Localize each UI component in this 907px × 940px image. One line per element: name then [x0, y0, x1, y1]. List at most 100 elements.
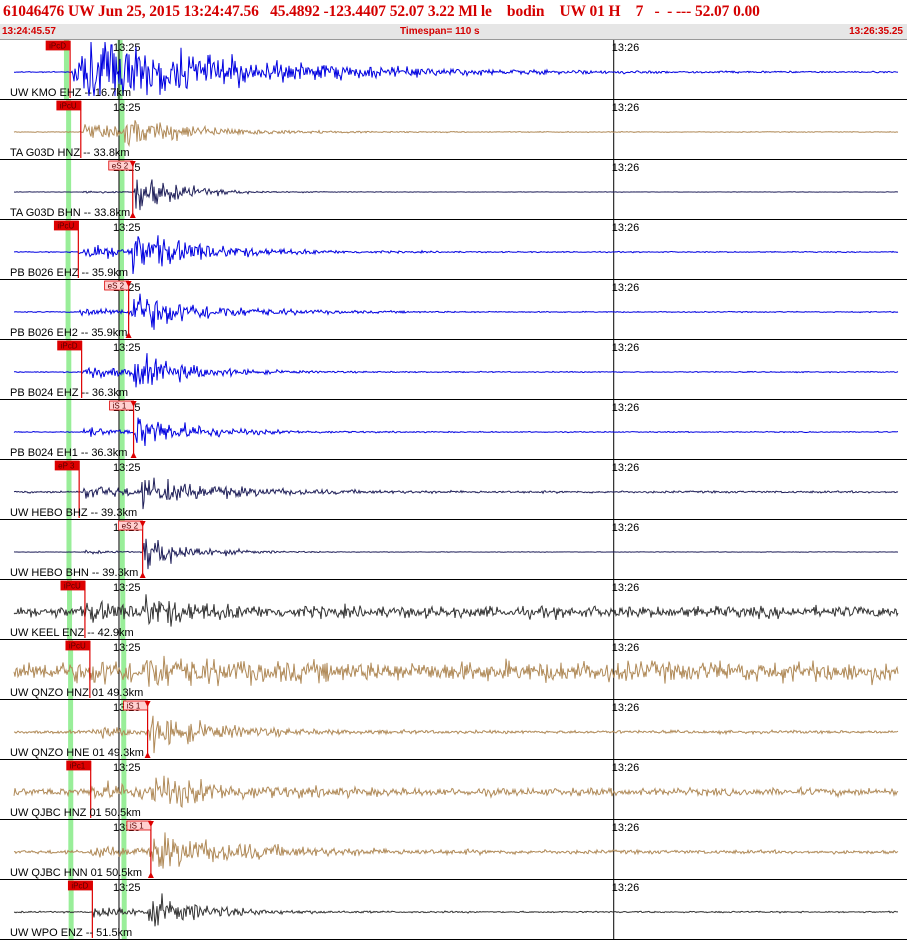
s-marker-stripe [121, 640, 127, 699]
pick-box [56, 100, 82, 111]
pick-box [65, 640, 91, 651]
trace-0: 13:25 13:26 iPcD UW KMO EHZ -- 16.7km [0, 40, 907, 100]
trace-9: 13:25 13:26 iPcU UW KEEL ENZ -- 42.9km [0, 580, 907, 640]
p-marker-stripe [66, 460, 72, 519]
s-marker-stripe [119, 400, 125, 459]
trace-5: 13:25 13:26 iPcD PB B024 EHZ -- 36.3km [0, 340, 907, 400]
s-marker-stripe [119, 520, 125, 579]
waveform [13, 417, 899, 447]
p-marker-stripe [66, 400, 72, 459]
minute-tick-label: 13:25 [113, 462, 141, 474]
pick-box [53, 220, 79, 231]
p-marker-stripe [68, 640, 74, 699]
p-marker-stripe [66, 100, 72, 159]
pick-label: iPcU [69, 642, 86, 651]
station-label: UW HEBO BHZ -- 39.3km [10, 507, 137, 519]
pick-arrow-up [125, 332, 132, 338]
pick-label: eS 2 [108, 282, 125, 291]
p-marker-stripe [68, 820, 74, 879]
minute-tick-label: 13:26 [612, 762, 640, 774]
minute-tick-label: 13:26 [612, 342, 640, 354]
minute-tick-label: 13:26 [612, 162, 640, 174]
minute-tick-label: 13:25 [113, 762, 141, 774]
waveform [13, 832, 899, 869]
trace-12: 13:25 13:26 iPc1 UW QJBC HNZ 01 50.5km [0, 760, 907, 820]
minute-tick-label: 13:26 [612, 462, 640, 474]
minute-tick-label: 13:26 [612, 822, 640, 834]
s-marker-stripe [118, 220, 124, 279]
minute-tick-label: 13:25 [113, 222, 141, 234]
pick-label: iPc1 [70, 762, 86, 771]
pick-arrow-up [130, 452, 137, 458]
station-label: UW KMO EHZ -- 16.7km [10, 87, 131, 99]
pick-arrow-down [130, 401, 137, 407]
p-marker-stripe [66, 160, 72, 219]
station-label: TA G03D HNZ -- 33.8km [10, 147, 130, 159]
s-marker-stripe [119, 340, 125, 399]
p-marker-stripe [65, 280, 71, 339]
pick-box [54, 460, 80, 471]
minute-tick-label: 13:25 [113, 342, 141, 354]
event-header: 61046476 UW Jun 25, 2015 13:24:47.56 45.… [0, 0, 907, 40]
waveform [13, 538, 899, 570]
s-marker-stripe [121, 820, 127, 879]
station-label: UW HEBO BHN -- 39.3km [10, 567, 138, 579]
pick-arrow-down [147, 821, 154, 827]
waveform [13, 179, 899, 211]
pick-box [66, 760, 92, 771]
p-marker-stripe [68, 880, 74, 939]
minute-tick-label: 13:26 [612, 702, 640, 714]
minute-tick-label: 13:25 [113, 102, 141, 114]
station-label: PB B026 EHZ -- 35.9km [10, 267, 128, 279]
station-label: UW KEEL ENZ -- 42.9km [10, 627, 134, 639]
station-label: UW QJBC HNZ 01 50.5km [10, 807, 141, 819]
minute-tick-label: 13:25 [113, 642, 141, 654]
minute-tick-label: 13:25 [113, 582, 141, 594]
pick-label: iPcU [64, 582, 81, 591]
station-label: UW QNZO HNE 01 49.3km [10, 747, 144, 759]
pick-label: eP 3 [58, 462, 75, 471]
pick-box [45, 40, 71, 51]
end-time: 13:26:35.25 [849, 26, 903, 37]
s-marker-stripe [119, 100, 125, 159]
trace-1: 13:25 13:26 iPcU TA G03D HNZ -- 33.8km [0, 100, 907, 160]
pick-arrow-up [129, 212, 136, 218]
pick-label: iPcD [61, 342, 78, 351]
s-marker-stripe [121, 700, 127, 759]
minute-tick-label: 13:26 [612, 582, 640, 594]
s-marker-stripe [120, 580, 126, 639]
pick-label: eS 2 [122, 522, 139, 531]
waveform [13, 477, 899, 510]
p-marker-stripe [66, 520, 72, 579]
waveform [13, 655, 899, 687]
station-label: PB B026 EH2 -- 35.9km [10, 327, 127, 339]
minute-tick-label: 13:26 [612, 102, 640, 114]
minute-tick-label: 13:26 [612, 282, 640, 294]
pick-label: iPcD [49, 42, 66, 51]
trace-10: 13:25 13:26 iPcU UW QNZO HNZ 01 49.3km [0, 640, 907, 700]
trace-7: 13:25 13:26 eP 3 UW HEBO BHZ -- 39.3km [0, 460, 907, 520]
pick-arrow-up [147, 872, 154, 878]
event-title: 61046476 UW Jun 25, 2015 13:24:47.56 45.… [3, 3, 760, 20]
minute-tick-label: 13:26 [612, 222, 640, 234]
waveform [14, 41, 899, 97]
minute-tick-label: 13:26 [612, 882, 640, 894]
minute-tick-label: 13:26 [612, 522, 640, 534]
pick-label: iPcU [57, 222, 74, 231]
s-marker-stripe [119, 460, 125, 519]
trace-14: 13:25 13:26 iPcD UW WPO ENZ -- 51.5km [0, 880, 907, 940]
time-bar: 13:24:45.57 Timespan= 110 s 13:26:35.25 [0, 24, 907, 40]
s-marker-stripe [118, 280, 124, 339]
waveform [13, 293, 899, 330]
p-marker-stripe [63, 40, 69, 99]
s-marker-stripe [121, 880, 127, 939]
station-label: UW WPO ENZ -- 51.5km [10, 927, 132, 939]
s-marker-stripe [119, 160, 125, 219]
